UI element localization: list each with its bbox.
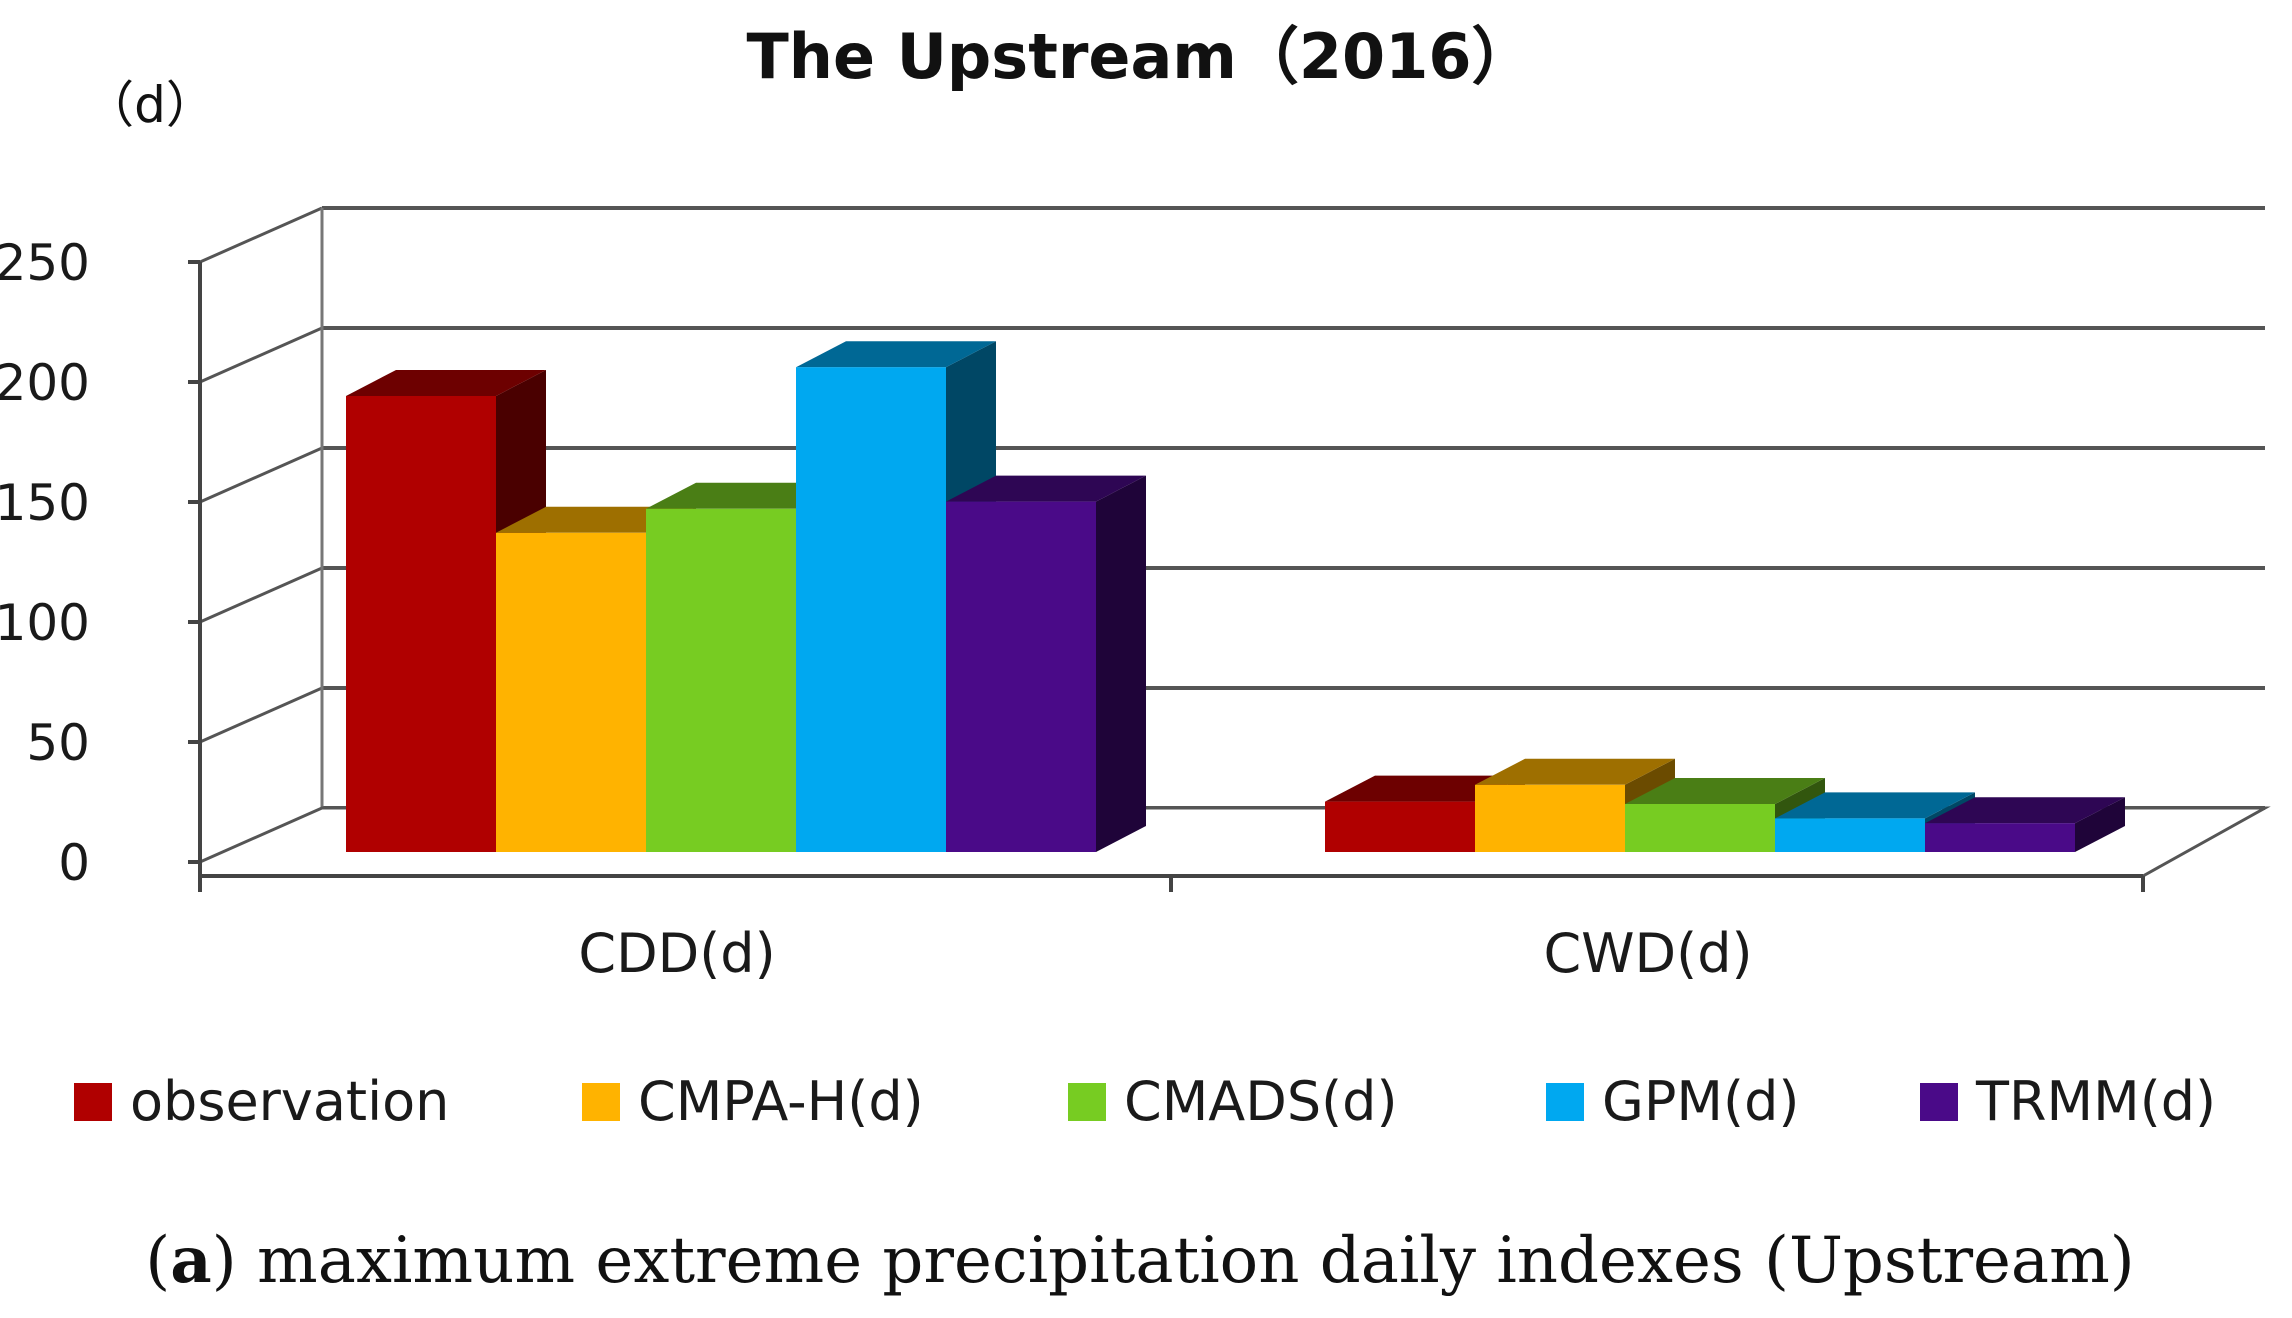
legend-label: TRMM(d) — [1975, 1070, 2216, 1133]
bar-top — [946, 475, 1146, 502]
caption-paren-close: ) — [212, 1224, 257, 1298]
y-tick-label-200: 200 — [0, 354, 90, 412]
side-gridline-250 — [199, 206, 323, 264]
figure-caption: (a) maximum extreme precipitation daily … — [145, 1223, 2134, 1298]
bar-front — [496, 532, 646, 852]
bar-front — [1775, 818, 1925, 852]
legend-item-CMADS(d): CMADS(d) — [1068, 1070, 1398, 1133]
bar-front — [646, 508, 796, 852]
y-tick-label-100: 100 — [0, 594, 90, 652]
legend-item-GPM(d): GPM(d) — [1546, 1070, 1799, 1133]
legend-swatch — [1068, 1083, 1106, 1121]
bar-CWD(d)-TRMM(d) — [1925, 797, 2125, 852]
bar-top — [1775, 792, 1975, 819]
y-tick-label-50: 50 — [26, 714, 90, 772]
side-gridline-100 — [199, 566, 323, 624]
y-axis-unit: （d） — [84, 76, 216, 134]
x-category-label: CDD(d) — [578, 922, 775, 985]
bar-CDD(d)-TRMM(d) — [946, 475, 1146, 852]
bar-top — [1475, 758, 1675, 785]
legend-swatch — [1546, 1083, 1584, 1121]
bar-top — [1925, 797, 2125, 824]
bar-front — [1625, 804, 1775, 852]
axes — [188, 260, 2145, 892]
side-gridline-150 — [199, 446, 323, 504]
side-gridline-200 — [199, 326, 323, 384]
bar-front — [796, 367, 946, 852]
side-gridline-50 — [199, 686, 323, 744]
bar-side — [1096, 475, 1146, 852]
legend-swatch — [74, 1083, 112, 1121]
legend-label: observation — [130, 1070, 449, 1133]
y-tick-label-0: 0 — [58, 834, 90, 892]
y-tick-label-150: 150 — [0, 474, 90, 532]
bars — [346, 341, 2125, 852]
caption-label: a — [170, 1223, 211, 1298]
bar-front — [346, 396, 496, 852]
bar-side — [2075, 797, 2125, 852]
legend: observation CMPA-H(d) CMADS(d) GPM(d) TRMM(d… — [74, 1070, 2216, 1133]
y-tick-label-250: 250 — [0, 234, 90, 292]
bar-front — [1475, 784, 1625, 852]
caption-paren-open: ( — [145, 1224, 170, 1298]
legend-swatch — [582, 1083, 620, 1121]
bar-top — [346, 370, 546, 396]
bar-front — [1925, 823, 2075, 852]
bar-top — [796, 341, 996, 368]
bar-front — [946, 501, 1096, 852]
bar-front — [1325, 801, 1475, 852]
chart-title: The Upstream（2016） — [747, 20, 1534, 93]
caption-text: maximum extreme precipitation daily inde… — [257, 1224, 2135, 1298]
legend-item-CMPA-H(d): CMPA-H(d) — [582, 1070, 924, 1133]
legend-item-TRMM(d): TRMM(d) — [1920, 1070, 2216, 1133]
caption: (a) maximum extreme precipitation daily … — [145, 1223, 2134, 1298]
legend-swatch — [1920, 1083, 1958, 1121]
bar-top — [1625, 778, 1825, 804]
legend-item-observation: observation — [74, 1070, 449, 1133]
legend-label: CMPA-H(d) — [638, 1070, 924, 1133]
labels: The Upstream（2016） （d） 0 50 100 150 200 250 CD… — [0, 20, 1753, 985]
x-category-label: CWD(d) — [1543, 922, 1752, 985]
legend-label: GPM(d) — [1602, 1070, 1799, 1133]
legend-label: CMADS(d) — [1124, 1070, 1398, 1133]
